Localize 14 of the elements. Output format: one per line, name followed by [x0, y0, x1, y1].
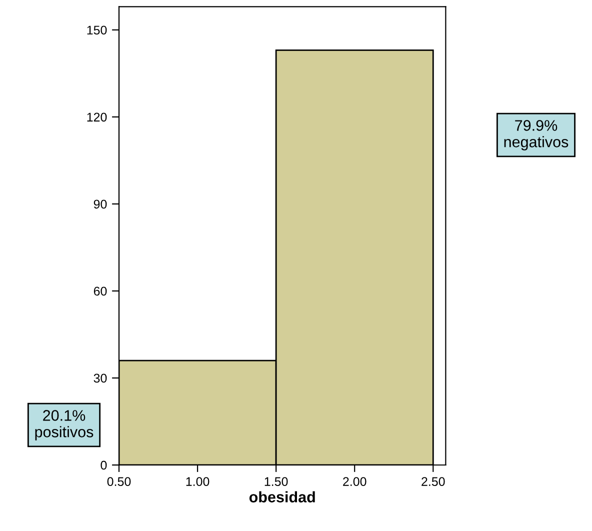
y-tick-label: 0	[100, 460, 107, 470]
x-tick-label: 1.50	[264, 477, 288, 486]
x-tick-label: 1.00	[186, 477, 210, 486]
y-tick-label: 90	[94, 200, 107, 209]
text: 20.1% positivos	[35, 410, 94, 440]
text: 79.9% negativos	[504, 120, 568, 150]
y-tick-label: 30	[94, 374, 107, 383]
y-tick-label: 150	[87, 26, 107, 35]
x-axis-title: obesidad	[249, 491, 315, 502]
y-tick-label: 60	[94, 286, 107, 296]
x-tick-label: 2.50	[422, 477, 445, 486]
x-tick-label: 2.00	[343, 477, 366, 486]
y-tick-label: 120	[87, 112, 107, 122]
x-tick-label: 0.50	[107, 477, 131, 486]
